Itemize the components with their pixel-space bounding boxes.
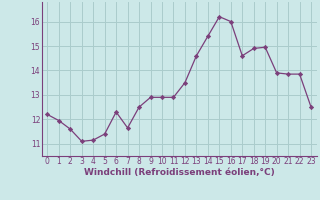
X-axis label: Windchill (Refroidissement éolien,°C): Windchill (Refroidissement éolien,°C): [84, 168, 275, 177]
